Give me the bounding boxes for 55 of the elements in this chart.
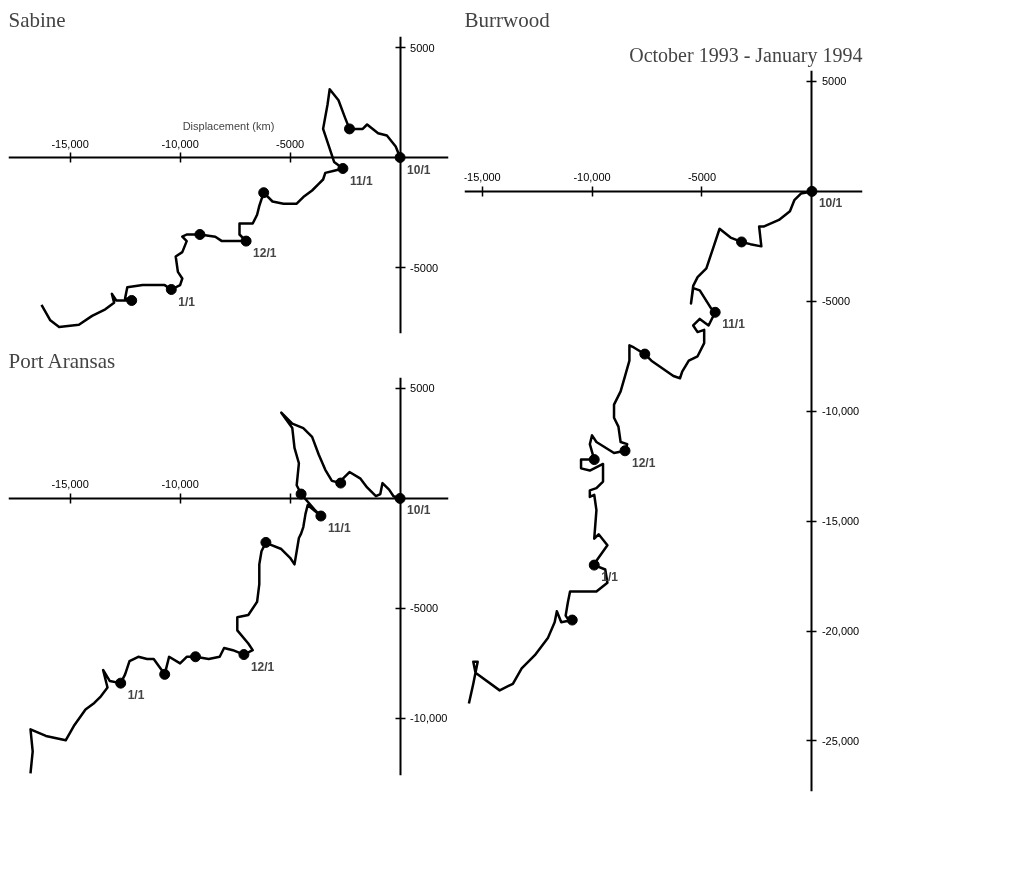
x-tick-label: -10,000 xyxy=(573,171,611,184)
data-label: 10/1 xyxy=(818,196,843,211)
point xyxy=(190,651,201,663)
x-tick-label: -15,000 xyxy=(463,171,501,184)
y-tick-label: -10,000 xyxy=(410,712,448,725)
point xyxy=(159,668,171,680)
y-tick-label: -5000 xyxy=(821,295,851,308)
x-tick-label: -5000 xyxy=(276,137,305,150)
x-tick-label: -10,000 xyxy=(161,137,199,150)
point xyxy=(240,235,252,247)
y-tick-label: -5000 xyxy=(410,261,439,274)
y-tick-label: -20,000 xyxy=(821,625,860,638)
text: October 1993 - January 1994 xyxy=(629,43,863,67)
x-tick-label: -15,000 xyxy=(51,137,89,150)
data-label: 10/1 xyxy=(407,162,431,177)
point xyxy=(115,677,127,689)
data-label: 1/1 xyxy=(127,688,145,703)
y-tick-label: 5000 xyxy=(410,382,435,395)
point xyxy=(194,229,206,240)
y-tick-label: 5000 xyxy=(821,75,847,88)
point xyxy=(344,123,355,135)
point xyxy=(260,536,272,548)
y-tick-label: -25,000 xyxy=(821,734,860,747)
data-label: 11/1 xyxy=(327,521,351,536)
y-tick-label: 5000 xyxy=(410,41,435,54)
point xyxy=(736,236,748,248)
point xyxy=(588,454,600,466)
point xyxy=(258,187,270,199)
point xyxy=(709,306,721,318)
data-label: 11/1 xyxy=(722,317,746,332)
y-tick-label: -10,000 xyxy=(821,405,860,418)
data-label: 12/1 xyxy=(632,455,656,470)
point xyxy=(337,163,349,174)
point xyxy=(335,477,347,489)
point xyxy=(639,348,651,360)
data-label: 12/1 xyxy=(250,659,275,674)
point xyxy=(588,559,600,571)
point xyxy=(619,445,631,457)
point xyxy=(295,488,307,500)
point xyxy=(126,295,138,306)
data-label: 11/1 xyxy=(349,173,373,188)
y-tick-label: -5000 xyxy=(410,602,439,615)
chart-title: Burrwood xyxy=(464,7,551,32)
point xyxy=(165,284,177,295)
chart-title: Port Aransas xyxy=(8,348,116,373)
point xyxy=(238,649,250,661)
point xyxy=(315,510,327,522)
x-tick-label: -5000 xyxy=(687,171,717,184)
chart-title: Sabine xyxy=(8,7,66,32)
data-label: 10/1 xyxy=(407,503,431,518)
data-label: 1/1 xyxy=(178,294,196,309)
data-label: 12/1 xyxy=(253,246,277,261)
x-axis-title: Displacement (km) xyxy=(182,119,275,132)
point xyxy=(566,614,578,626)
y-tick-label: -15,000 xyxy=(821,515,860,528)
